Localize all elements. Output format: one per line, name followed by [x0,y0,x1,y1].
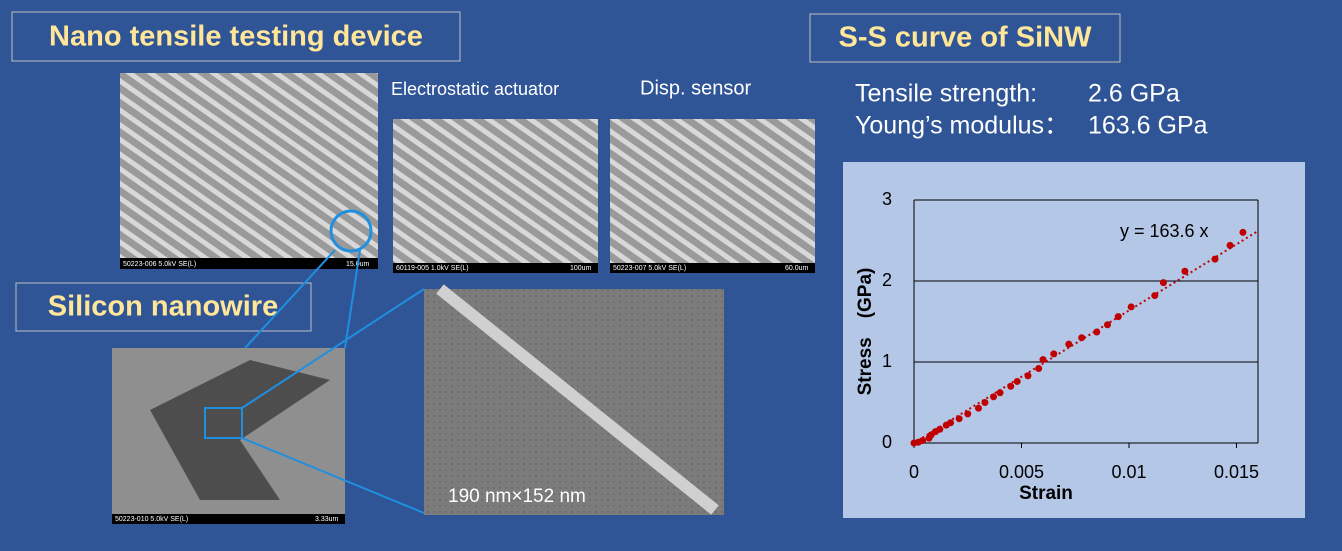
point [1024,372,1032,380]
zoom-line [241,437,425,514]
annotation: y = 163.6 x [1120,221,1209,241]
property-label: Tensile strength: [855,80,1037,108]
sem-bar [120,258,378,269]
x-tick-label: 0.005 [999,462,1044,482]
sem-scale: 100um [570,265,592,272]
y-axis-label: Stress (GPa) [855,268,876,396]
sem-image [610,119,815,273]
point [1127,303,1135,311]
point [1078,334,1086,342]
point [955,415,963,423]
point [936,425,944,433]
point [1151,292,1159,300]
size-label: 190 nm×152 nm [448,486,586,507]
zoom-box [204,407,243,439]
point [1035,364,1043,372]
point [1104,321,1111,329]
property-value: 2.6 GPa [1088,80,1180,108]
point [1007,382,1015,390]
sem-info: 60119-005 1.0kV SE(L) [396,265,469,272]
title: Silicon nanowire [48,291,278,323]
zoom-line [241,288,425,409]
sem-info: 50223-006 5.0kV SE(L) [123,261,196,268]
curve-title-box: S-S curve of SiNW [809,13,1121,63]
point [919,437,927,445]
nanowire-title-box: Silicon nanowire [15,282,312,332]
device-title-box: Nano tensile testing device [11,11,461,62]
sem-bar [393,263,598,273]
sem-image [120,73,378,269]
point [1013,377,1021,385]
sem-scale: 60.0um [785,265,809,272]
point [1114,313,1122,321]
y-tick-label: 0 [882,432,892,452]
sem-info: 50223-007 5.0kV SE(L) [613,265,686,272]
point [947,419,955,427]
zoom-line [244,249,336,349]
chart: 0 1 2 3 0 0.005 0.01 0.015 Strain Stress (GPa) y =… [855,189,1259,504]
title: Nano tensile testing device [49,21,423,53]
zoom-line [344,249,361,349]
sem-bar [112,514,345,524]
point [964,410,972,418]
sem-info: 50223-010 5.0kV SE(L) [115,516,188,523]
property-value: 163.6 GPa [1088,112,1208,140]
point [1050,350,1058,358]
x-tick-label: 0.015 [1214,462,1259,482]
point [1211,255,1219,263]
y-tick-label: 2 [882,270,892,290]
chart-panel [843,162,1305,518]
x-axis-label: Strain [1019,483,1073,504]
y-tick-label: 1 [882,351,892,371]
zoom-circle [329,209,373,253]
property-label: Young’s modulus： [855,112,1069,140]
nanowire [436,284,719,515]
point [975,404,982,412]
sem-scale: 3.33um [315,516,339,523]
point [1093,328,1101,336]
point [990,393,998,401]
point [1039,356,1047,364]
title: S-S curve of SiNW [839,22,1093,54]
sem-image [393,119,598,273]
point [996,389,1004,397]
x-tick-label: 0.01 [1111,462,1146,482]
point [1159,279,1167,287]
specimen [150,360,330,500]
caption: Disp. sensor [640,77,751,99]
point [981,399,989,406]
sem-bar [610,263,815,273]
point [1181,267,1189,275]
x-tick-label: 0 [909,462,919,482]
point [1239,228,1247,236]
y-tick-label: 3 [882,189,892,209]
point [1065,340,1073,348]
trendline [913,230,1259,444]
caption: Electrostatic actuator [391,79,559,99]
point [1226,241,1234,249]
